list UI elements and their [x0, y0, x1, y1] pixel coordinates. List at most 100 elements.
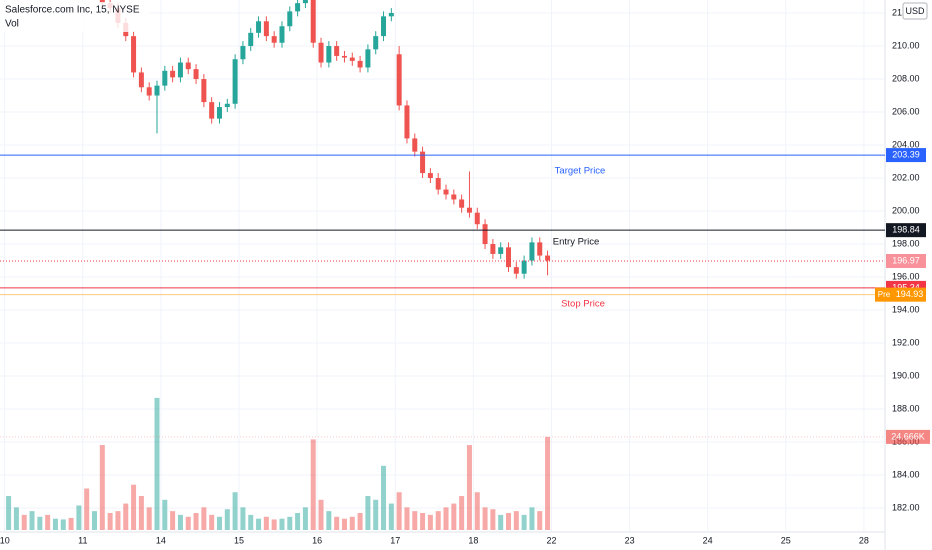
volume-bar	[466, 445, 472, 530]
volume-bar	[209, 514, 215, 530]
x-tick-label: 11	[78, 535, 87, 545]
plot-area	[0, 0, 885, 532]
volume-bar	[271, 519, 277, 530]
candle-body	[443, 189, 449, 195]
volume-bar	[185, 516, 191, 530]
candle-body	[490, 244, 496, 254]
volume-bar	[6, 496, 12, 530]
candle-body	[412, 138, 418, 152]
candle-body	[263, 21, 269, 37]
volume-bar	[498, 514, 504, 530]
y-tick-label: 190.00	[892, 370, 920, 380]
x-tick-label: 17	[390, 535, 400, 545]
volume-bar	[99, 445, 105, 530]
level-badge	[886, 148, 926, 163]
premarket-badge	[893, 287, 926, 302]
candle-body	[482, 224, 488, 245]
y-tick-label: 184.00	[892, 469, 920, 479]
level-badge	[886, 223, 926, 238]
y-tick-label: 194.00	[892, 304, 920, 314]
y-tick-label: 202.00	[892, 172, 920, 182]
candle-body	[459, 199, 465, 208]
volume-bar	[381, 465, 387, 530]
candle-body	[271, 36, 277, 43]
x-tick-label: 14	[156, 535, 166, 545]
candle-body	[279, 26, 285, 43]
candle-body	[506, 247, 512, 268]
candle-body	[256, 21, 262, 33]
y-tick-label: 204.00	[892, 139, 920, 149]
chart-title: Salesforce.com Inc, 15, NYSE	[5, 5, 140, 16]
volume-bar	[295, 513, 301, 530]
volume-bar	[154, 397, 160, 530]
volume-badge	[886, 429, 930, 444]
volume-bar	[21, 514, 27, 530]
y-tick-label: 210.00	[892, 40, 920, 50]
volume-bar	[138, 496, 144, 530]
volume-bar	[365, 496, 371, 530]
volume-bar	[521, 514, 527, 530]
legend-bg	[0, 2, 150, 32]
candle-body	[474, 212, 480, 225]
y-tick-label: 208.00	[892, 73, 920, 83]
currency-badge[interactable]	[902, 2, 928, 20]
candle-body	[451, 194, 457, 200]
volume-bar	[459, 496, 465, 530]
volume-bar	[256, 518, 262, 530]
candle-body	[185, 62, 191, 70]
volume-bar	[318, 499, 324, 530]
candle-body	[295, 3, 301, 12]
candle-body	[146, 87, 152, 96]
candle-body	[310, 0, 316, 43]
candle-body	[154, 85, 160, 96]
volume-bar	[29, 511, 35, 530]
candle-body	[365, 49, 371, 68]
volume-value: 24.666K	[891, 431, 925, 441]
candle-body	[435, 178, 441, 190]
x-tick-label: 16	[312, 535, 322, 545]
level-value: 198.84	[892, 225, 920, 235]
volume-bar	[37, 516, 43, 530]
candle-body	[209, 102, 215, 119]
volume-bar	[131, 484, 137, 530]
y-tick-label: 198.00	[892, 238, 920, 248]
axes: 182.00184.00186.00188.00190.00192.00194.…	[0, 7, 920, 545]
volume-bar	[263, 516, 269, 530]
y-tick-label: 182.00	[892, 502, 920, 512]
x-tick-label: 25	[781, 535, 791, 545]
candle-body	[240, 46, 246, 60]
x-tick-label: 22	[546, 535, 556, 545]
volume-bar	[529, 507, 535, 530]
candle-body	[138, 72, 144, 88]
candle-body	[341, 55, 347, 58]
volume-bar	[45, 514, 51, 530]
volume-bar	[388, 503, 394, 530]
candle-body	[396, 54, 402, 106]
candle-body	[498, 247, 504, 254]
y-tick-label: 188.00	[892, 403, 920, 413]
candle-body	[381, 16, 387, 37]
level-value: 203.39	[892, 149, 920, 159]
volume-bar	[76, 505, 82, 530]
candle-body	[99, 0, 105, 4]
volume-bar	[68, 517, 74, 530]
volume-bar	[84, 488, 90, 530]
candle-body	[357, 60, 363, 68]
candle-body	[545, 255, 551, 261]
candle-body	[529, 242, 535, 261]
volume-bar	[240, 507, 246, 530]
candle-body	[201, 79, 207, 103]
volume-bar	[107, 513, 113, 530]
candle-body	[466, 207, 472, 213]
candle-body	[302, 0, 308, 4]
volume-bar	[427, 514, 433, 530]
volume-bar	[123, 503, 129, 530]
candle-body	[248, 32, 254, 47]
candle-body	[287, 11, 293, 27]
volume-bar	[279, 518, 285, 530]
volume-bar	[341, 518, 347, 530]
volume-bar	[224, 509, 230, 530]
volume-bar	[232, 492, 238, 530]
volume-bar	[326, 511, 332, 530]
